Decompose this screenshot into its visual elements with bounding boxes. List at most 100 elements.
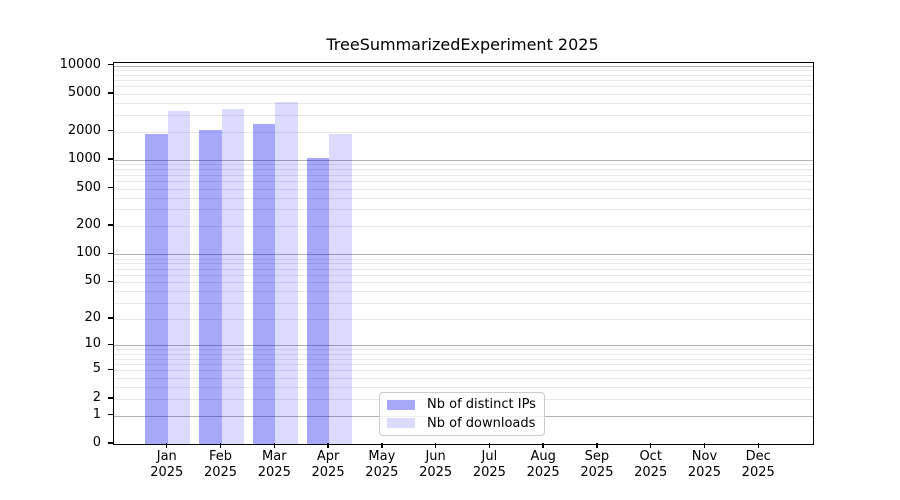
- y-tick-label: 200: [76, 217, 101, 233]
- bar-distinct-ips: [306, 157, 330, 444]
- legend-row-distinct-ips: Nb of distinct IPs: [387, 396, 537, 414]
- bar-distinct-ips: [199, 129, 222, 444]
- minor-gridline: [114, 131, 813, 133]
- y-tick-mark: [108, 92, 113, 94]
- x-tick-label: Aug 2025: [526, 449, 560, 480]
- x-tick-mark: [488, 443, 491, 448]
- y-tick-label: 2: [92, 389, 101, 405]
- minor-gridline: [114, 377, 813, 379]
- minor-gridline: [114, 164, 813, 166]
- x-tick-mark: [219, 443, 222, 448]
- y-tick-label: 2000: [67, 122, 101, 138]
- x-tick-label: Feb 2025: [203, 449, 238, 480]
- bar-downloads: [329, 133, 352, 444]
- minor-gridline: [114, 358, 813, 360]
- minor-gridline: [114, 353, 813, 355]
- x-tick-mark: [649, 443, 652, 448]
- minor-gridline: [114, 114, 813, 116]
- x-tick-mark: [327, 443, 329, 448]
- x-tick-mark: [273, 443, 275, 448]
- minor-gridline: [114, 268, 813, 270]
- major-gridline: [114, 160, 813, 162]
- y-tick-mark: [108, 343, 113, 346]
- minor-gridline: [114, 275, 813, 277]
- minor-gridline: [114, 226, 813, 228]
- major-gridline: [114, 254, 813, 256]
- x-tick-label: Sep 2025: [580, 449, 614, 480]
- bar-distinct-ips: [145, 134, 168, 444]
- y-tick-label: 0: [92, 435, 101, 450]
- y-tick-mark: [108, 158, 113, 160]
- y-tick-label: 20: [84, 309, 101, 325]
- minor-gridline: [114, 169, 813, 171]
- y-tick-mark: [108, 317, 113, 319]
- x-tick-label: Jan 2025: [150, 449, 184, 480]
- bar-distinct-ips: [252, 124, 276, 444]
- minor-gridline: [114, 209, 813, 211]
- bar-downloads: [167, 110, 191, 444]
- legend: Nb of distinct IPs Nb of downloads: [379, 392, 545, 436]
- y-tick-mark: [108, 442, 113, 444]
- legend-label-distinct-ips: Nb of distinct IPs: [427, 397, 536, 413]
- minor-gridline: [114, 80, 813, 82]
- minor-gridline: [114, 282, 813, 284]
- y-tick-label: 10: [84, 336, 101, 352]
- minor-gridline: [114, 387, 813, 389]
- x-tick-mark: [703, 443, 706, 448]
- minor-gridline: [114, 181, 813, 183]
- y-tick-mark: [108, 186, 113, 189]
- y-tick-label: 5000: [67, 84, 101, 100]
- y-tick-mark: [108, 252, 113, 255]
- bar-downloads: [221, 109, 245, 444]
- minor-gridline: [114, 174, 813, 176]
- minor-gridline: [114, 258, 813, 260]
- legend-label-downloads: Nb of downloads: [427, 415, 536, 431]
- x-tick-mark: [757, 443, 759, 448]
- x-tick-label: Jun 2025: [419, 449, 453, 480]
- y-tick-label: 1: [92, 406, 101, 422]
- x-tick-label: May 2025: [365, 449, 399, 480]
- major-gridline: [114, 345, 813, 347]
- x-tick-mark: [381, 443, 383, 448]
- minor-gridline: [114, 197, 813, 199]
- minor-gridline: [114, 93, 813, 95]
- y-tick-mark: [108, 224, 113, 226]
- minor-gridline: [114, 370, 813, 372]
- x-tick-mark: [542, 443, 544, 448]
- x-tick-mark: [166, 443, 168, 448]
- x-tick-label: Oct 2025: [634, 449, 668, 480]
- minor-gridline: [114, 74, 813, 76]
- minor-gridline: [114, 263, 813, 265]
- y-tick-mark: [108, 129, 113, 132]
- x-tick-label: Apr 2025: [311, 449, 345, 480]
- y-tick-mark: [108, 63, 113, 66]
- minor-gridline: [114, 349, 813, 351]
- y-tick-label: 50: [84, 273, 101, 289]
- plot-area: [113, 62, 814, 445]
- legend-row-downloads: Nb of downloads: [387, 414, 537, 432]
- minor-gridline: [114, 291, 813, 293]
- y-tick-label: 1000: [67, 151, 101, 167]
- minor-gridline: [114, 318, 813, 320]
- x-tick-mark: [596, 443, 598, 448]
- y-tick-mark: [108, 397, 113, 399]
- x-tick-label: Dec 2025: [741, 449, 775, 480]
- x-tick-label: Nov 2025: [687, 449, 721, 480]
- y-tick-mark: [108, 280, 113, 283]
- minor-gridline: [114, 69, 813, 71]
- minor-gridline: [114, 302, 813, 304]
- minor-gridline: [114, 103, 813, 105]
- x-tick-label: Jul 2025: [472, 449, 506, 480]
- x-tick-label: Mar 2025: [257, 449, 291, 480]
- y-tick-label: 5: [92, 361, 101, 377]
- major-gridline: [114, 65, 813, 67]
- y-tick-mark: [108, 368, 113, 371]
- y-tick-label: 500: [76, 179, 101, 195]
- legend-swatch-distinct-ips: [387, 399, 415, 410]
- x-tick-mark: [434, 443, 437, 448]
- y-tick-mark: [108, 413, 113, 416]
- y-tick-label: 100: [76, 245, 101, 261]
- chart-title: TreeSummarizedExperiment 2025: [326, 35, 599, 54]
- legend-swatch-downloads: [387, 418, 415, 429]
